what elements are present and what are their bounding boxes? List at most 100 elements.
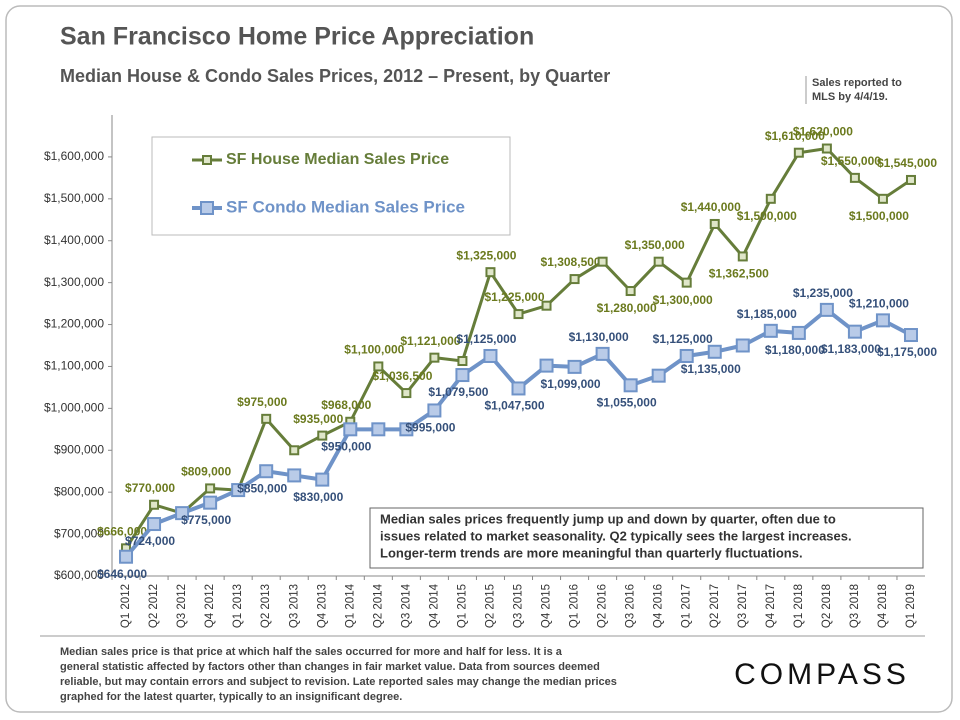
data-label: $646,000 [97, 567, 147, 581]
data-point [679, 348, 694, 363]
data-point [793, 147, 804, 158]
x-tick-label: Q2 2013 [260, 584, 272, 628]
y-tick-label: $1,200,000 [44, 317, 104, 331]
data-label: $1,500,000 [737, 209, 797, 223]
data-label: $1,121,000 [400, 334, 460, 348]
data-point [401, 388, 412, 399]
x-tick-label: Q2 2016 [597, 584, 609, 628]
x-tick-label: Q3 2015 [513, 584, 525, 628]
data-point [651, 368, 666, 383]
data-label: $1,620,000 [793, 125, 853, 139]
data-point [849, 172, 860, 183]
data-label: $1,100,000 [344, 343, 404, 357]
legend-marker [202, 155, 212, 165]
data-point [735, 338, 750, 353]
y-tick-label: $1,100,000 [44, 359, 104, 373]
x-tick-label: Q3 2016 [625, 584, 637, 628]
data-label: $1,440,000 [681, 200, 741, 214]
x-tick-label: Q3 2014 [400, 583, 412, 628]
x-tick-label: Q1 2018 [793, 584, 805, 628]
data-label: $1,350,000 [625, 238, 685, 252]
data-label: $809,000 [181, 465, 231, 479]
x-tick-label: Q3 2012 [176, 584, 188, 628]
data-point [763, 323, 778, 338]
data-label: $830,000 [293, 490, 343, 504]
data-label: $1,362,500 [709, 267, 769, 281]
data-point [875, 313, 890, 328]
data-point [399, 422, 414, 437]
data-point [541, 300, 552, 311]
legend-box [151, 136, 511, 236]
data-point [569, 274, 580, 285]
data-label: $1,079,500 [428, 385, 488, 399]
data-label: $724,000 [125, 534, 175, 548]
data-point [681, 277, 692, 288]
data-point [289, 445, 300, 456]
data-label: $1,130,000 [569, 330, 629, 344]
data-point [317, 430, 328, 441]
data-point [315, 472, 330, 487]
data-point [149, 499, 160, 510]
x-tick-label: Q2 2017 [709, 584, 721, 628]
data-point [623, 378, 638, 393]
note: MLS by 4/4/19. [812, 91, 888, 103]
x-tick-label: Q4 2012 [204, 584, 216, 628]
data-point [819, 302, 834, 317]
data-point [791, 325, 806, 340]
data-label: $950,000 [321, 439, 371, 453]
data-label: $1,180,000 [765, 343, 825, 357]
data-label: $1,300,000 [653, 293, 713, 307]
data-point [905, 174, 916, 185]
data-point [513, 309, 524, 320]
data-point [539, 358, 554, 373]
data-point [455, 368, 470, 383]
data-label: $850,000 [237, 481, 287, 495]
data-point [429, 352, 440, 363]
y-tick-label: $900,000 [54, 442, 104, 456]
data-label: $1,550,000 [821, 154, 881, 168]
y-tick-label: $1,500,000 [44, 191, 104, 205]
data-point [597, 256, 608, 267]
data-label: $775,000 [181, 513, 231, 527]
x-tick-label: Q3 2018 [849, 584, 861, 628]
x-tick-label: Q4 2017 [765, 584, 777, 628]
x-tick-label: Q4 2014 [428, 583, 440, 628]
data-label: $1,125,000 [456, 332, 516, 346]
data-point [511, 381, 526, 396]
data-label: $1,175,000 [877, 345, 937, 359]
data-point [343, 422, 358, 437]
data-point [765, 193, 776, 204]
data-point [821, 143, 832, 154]
data-label: $1,055,000 [597, 395, 657, 409]
disclaimer: general statistic affected by factors ot… [60, 661, 600, 673]
data-label: $1,047,500 [484, 399, 544, 413]
data-point [147, 517, 162, 532]
data-label: $1,610,000 [765, 129, 825, 143]
data-point [287, 468, 302, 483]
data-label: $1,135,000 [681, 362, 741, 376]
y-tick-label: $1,400,000 [44, 233, 104, 247]
data-point [483, 348, 498, 363]
x-tick-label: Q1 2017 [681, 584, 693, 628]
data-point [707, 344, 722, 359]
legend-label: SF House Median Sales Price [226, 151, 449, 168]
data-point [625, 286, 636, 297]
x-tick-label: Q4 2018 [877, 584, 889, 628]
data-point [567, 359, 582, 374]
data-point [427, 403, 442, 418]
data-label: $995,000 [405, 421, 455, 435]
data-label: $975,000 [237, 395, 287, 409]
x-tick-label: Q4 2016 [653, 584, 665, 628]
data-label: $935,000 [293, 412, 343, 426]
data-label: $770,000 [125, 481, 175, 495]
x-tick-label: Q2 2014 [372, 583, 384, 628]
data-label: $1,545,000 [877, 156, 937, 170]
data-label: $1,280,000 [597, 301, 657, 315]
data-label: $1,500,000 [849, 209, 909, 223]
data-point [737, 251, 748, 262]
y-tick-label: $1,300,000 [44, 275, 104, 289]
data-point [709, 218, 720, 229]
data-point [653, 256, 664, 267]
legend-marker [200, 201, 214, 215]
